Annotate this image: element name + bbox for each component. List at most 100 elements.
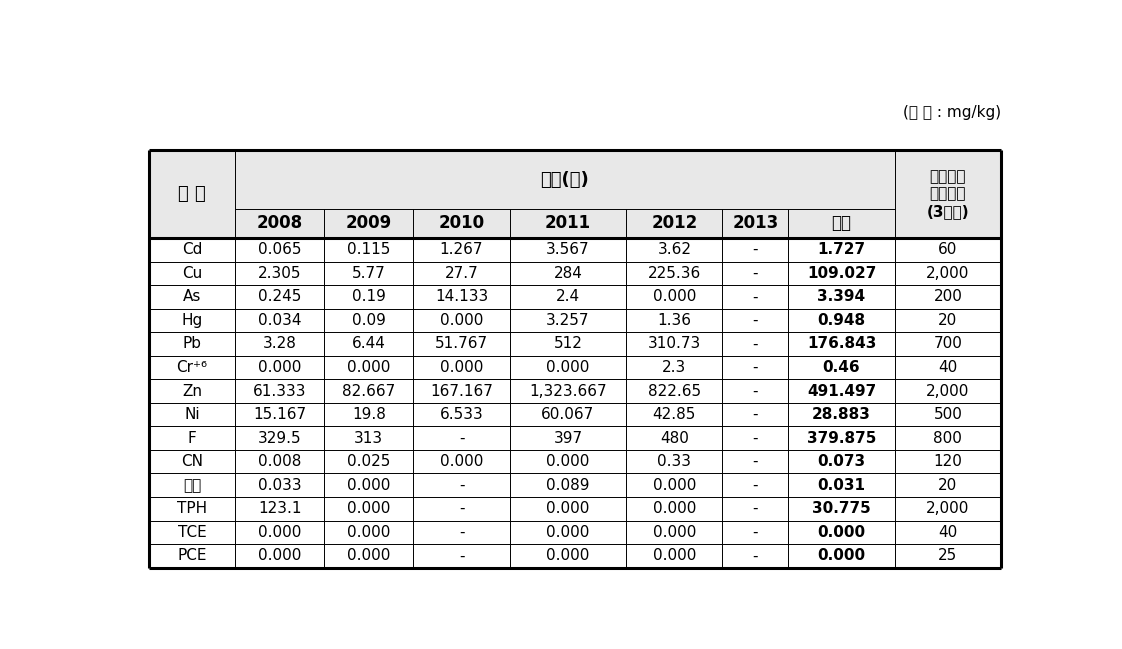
Text: 512: 512 (553, 336, 582, 351)
Text: Pb: Pb (183, 336, 202, 351)
Text: 0.000: 0.000 (818, 548, 865, 563)
Bar (149, 473, 1001, 497)
Text: (단 위 : mg/kg): (단 위 : mg/kg) (903, 105, 1001, 120)
Text: 60: 60 (938, 242, 957, 257)
Text: TPH: TPH (177, 501, 208, 516)
Text: 480: 480 (660, 430, 689, 446)
Text: 1.727: 1.727 (818, 242, 865, 257)
Text: -: - (459, 501, 465, 516)
Text: F: F (187, 430, 196, 446)
Text: 822.65: 822.65 (647, 384, 701, 398)
Bar (149, 285, 1001, 309)
Bar (149, 426, 1001, 450)
Text: 0.000: 0.000 (440, 360, 484, 375)
Text: 0.000: 0.000 (347, 548, 390, 563)
Text: 0.000: 0.000 (818, 525, 865, 540)
Bar (324, 209, 413, 238)
Text: TCE: TCE (177, 525, 206, 540)
Text: 491.497: 491.497 (807, 384, 876, 398)
Text: -: - (753, 525, 758, 540)
Text: -: - (459, 525, 465, 540)
Text: 0.000: 0.000 (546, 525, 590, 540)
Text: 0.000: 0.000 (546, 501, 590, 516)
Bar (149, 238, 1001, 262)
Text: -: - (753, 384, 758, 398)
Text: 379.875: 379.875 (807, 430, 876, 446)
Text: Cd: Cd (182, 242, 202, 257)
Text: 6.44: 6.44 (352, 336, 386, 351)
Text: 19.8: 19.8 (352, 407, 386, 422)
Text: -: - (753, 548, 758, 563)
Text: 0.073: 0.073 (818, 454, 865, 469)
Text: 3.62: 3.62 (657, 242, 691, 257)
Text: 1.267: 1.267 (440, 242, 484, 257)
Text: 0.000: 0.000 (546, 454, 590, 469)
Text: 0.948: 0.948 (818, 313, 865, 328)
Text: 20: 20 (938, 313, 957, 328)
Text: 225.36: 225.36 (647, 266, 701, 281)
Text: 0.000: 0.000 (546, 548, 590, 563)
Text: 397: 397 (553, 430, 582, 446)
Text: 313: 313 (355, 430, 384, 446)
Text: 0.000: 0.000 (347, 501, 390, 516)
Bar (626, 209, 723, 238)
Bar (894, 151, 1001, 238)
Text: -: - (753, 454, 758, 469)
Bar (149, 497, 1001, 520)
Text: 연도(년): 연도(년) (541, 171, 589, 189)
Text: 0.33: 0.33 (657, 454, 691, 469)
Text: 700: 700 (934, 336, 963, 351)
Text: -: - (459, 430, 465, 446)
Bar (789, 209, 894, 238)
Text: 800: 800 (934, 430, 963, 446)
Text: 0.000: 0.000 (440, 454, 484, 469)
Text: 0.008: 0.008 (258, 454, 302, 469)
Text: 0.19: 0.19 (352, 289, 386, 304)
Text: 0.46: 0.46 (822, 360, 861, 375)
Text: 2009: 2009 (346, 214, 392, 232)
Text: 0.000: 0.000 (653, 501, 696, 516)
Text: 61.333: 61.333 (252, 384, 306, 398)
Bar (149, 151, 236, 238)
Text: As: As (183, 289, 201, 304)
Text: 82.667: 82.667 (342, 384, 395, 398)
Text: 0.000: 0.000 (258, 525, 302, 540)
Text: 40: 40 (938, 525, 957, 540)
Text: Ni: Ni (184, 407, 200, 422)
Bar (149, 520, 1001, 544)
Text: 0.031: 0.031 (818, 478, 865, 493)
Text: 5.77: 5.77 (352, 266, 386, 281)
Text: 3.28: 3.28 (263, 336, 296, 351)
Text: 40: 40 (938, 360, 957, 375)
Text: 2,000: 2,000 (927, 501, 969, 516)
Text: 14.133: 14.133 (435, 289, 488, 304)
Bar (149, 403, 1001, 426)
Text: 구 분: 구 분 (178, 185, 205, 203)
Text: 0.000: 0.000 (258, 360, 302, 375)
Text: 0.000: 0.000 (258, 548, 302, 563)
Text: 2.4: 2.4 (555, 289, 580, 304)
Text: 0.000: 0.000 (546, 360, 590, 375)
Bar (236, 151, 894, 209)
Text: 60.067: 60.067 (541, 407, 595, 422)
Text: 6.533: 6.533 (440, 407, 484, 422)
Text: 2011: 2011 (545, 214, 591, 232)
Text: 2,000: 2,000 (927, 266, 969, 281)
Text: 0.115: 0.115 (347, 242, 390, 257)
Bar (509, 209, 626, 238)
Text: 2010: 2010 (439, 214, 485, 232)
Text: 2012: 2012 (651, 214, 698, 232)
Text: 3.394: 3.394 (818, 289, 865, 304)
Text: 20: 20 (938, 478, 957, 493)
Bar (149, 450, 1001, 473)
Text: 평균: 평균 (831, 214, 852, 232)
Text: Cr⁺⁶: Cr⁺⁶ (176, 360, 208, 375)
Text: 42.85: 42.85 (653, 407, 696, 422)
Text: 0.033: 0.033 (258, 478, 302, 493)
Text: -: - (753, 266, 758, 281)
Text: 0.000: 0.000 (347, 478, 390, 493)
Text: 토양오염
우려기준
(3지역): 토양오염 우려기준 (3지역) (927, 169, 969, 219)
Text: 0.000: 0.000 (440, 313, 484, 328)
Text: 2.305: 2.305 (258, 266, 302, 281)
Text: -: - (753, 501, 758, 516)
